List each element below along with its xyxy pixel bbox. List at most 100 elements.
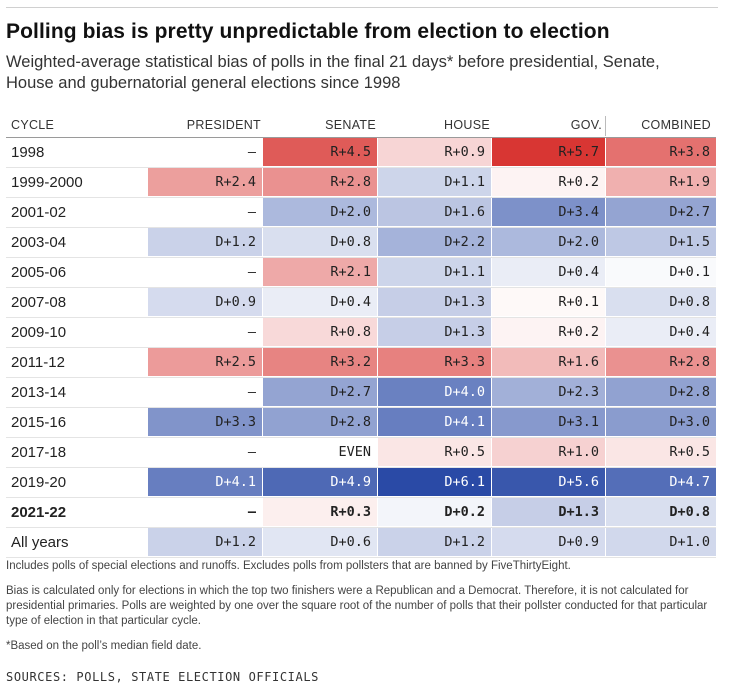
- row-cycle-label: 1998: [11, 144, 45, 161]
- cell-combined: D+2.8: [606, 378, 716, 406]
- header-senate: SENATE: [325, 118, 376, 132]
- table-row: 2021-22 – R+0.3 D+0.2 D+1.3 D+0.8: [6, 498, 716, 528]
- cell-gov: D+3.4: [492, 198, 605, 226]
- cell-senate: D+0.8: [263, 228, 377, 256]
- cell-president: –: [148, 498, 262, 526]
- header-gov: GOV.: [570, 118, 602, 132]
- cell-combined: D+0.4: [606, 318, 716, 346]
- header-combined: COMBINED: [641, 118, 711, 132]
- table-row: 2005-06 – R+2.1 D+1.1 D+0.4 D+0.1: [6, 258, 716, 288]
- cell-house: D+1.2: [378, 528, 491, 556]
- cell-gov: D+2.0: [492, 228, 605, 256]
- cell-combined: R+1.9: [606, 168, 716, 196]
- cell-gov: D+5.6: [492, 468, 605, 496]
- cell-senate: D+2.0: [263, 198, 377, 226]
- cell-president: R+2.4: [148, 168, 262, 196]
- cell-president: D+1.2: [148, 228, 262, 256]
- row-cycle-label: 2017-18: [11, 444, 67, 461]
- cell-combined: R+2.8: [606, 348, 716, 376]
- table-row: 2003-04 D+1.2 D+0.8 D+2.2 D+2.0 D+1.5: [6, 228, 716, 258]
- cell-president: –: [148, 198, 262, 226]
- table-row: 1999-2000 R+2.4 R+2.8 D+1.1 R+0.2 R+1.9: [6, 168, 716, 198]
- cell-gov: D+0.4: [492, 258, 605, 286]
- table-row: 2011-12 R+2.5 R+3.2 R+3.3 R+1.6 R+2.8: [6, 348, 716, 378]
- sources-line: SOURCES: POLLS, STATE ELECTION OFFICIALS: [6, 670, 319, 684]
- row-cycle-label: 2005-06: [11, 264, 67, 281]
- combined-divider: [605, 116, 606, 136]
- cell-gov: R+0.1: [492, 288, 605, 316]
- cell-president: –: [148, 138, 262, 166]
- row-cycle-label: 2009-10: [11, 324, 67, 341]
- cell-combined: R+0.5: [606, 438, 716, 466]
- cell-senate: D+4.9: [263, 468, 377, 496]
- table-row: 1998 – R+4.5 R+0.9 R+5.7 R+3.8: [6, 138, 716, 168]
- cell-senate: D+2.7: [263, 378, 377, 406]
- table-row: 2019-20 D+4.1 D+4.9 D+6.1 D+5.6 D+4.7: [6, 468, 716, 498]
- cell-combined: R+3.8: [606, 138, 716, 166]
- cell-gov: R+5.7: [492, 138, 605, 166]
- cell-president: D+4.1: [148, 468, 262, 496]
- cell-house: D+1.1: [378, 168, 491, 196]
- cell-senate: R+4.5: [263, 138, 377, 166]
- footnotes: Includes polls of special elections and …: [6, 559, 718, 664]
- cell-president: –: [148, 258, 262, 286]
- cell-house: D+2.2: [378, 228, 491, 256]
- cell-house: D+6.1: [378, 468, 491, 496]
- row-cycle-label: 2001-02: [11, 204, 67, 221]
- table-body: 1998– R+4.5 R+0.9 R+5.7 R+3.8 1999-2000 R+2.4 R…: [6, 138, 716, 558]
- row-cycle-label: 2013-14: [11, 384, 67, 401]
- cell-president: –: [148, 378, 262, 406]
- row-cycle-label: 2021-22: [11, 504, 67, 521]
- cell-house: R+0.9: [378, 138, 491, 166]
- cell-senate: EVEN: [263, 438, 377, 466]
- cell-combined: D+0.1: [606, 258, 716, 286]
- cell-president: D+3.3: [148, 408, 262, 436]
- table-row: 2015-16 D+3.3 D+2.8 D+4.1 D+3.1 D+3.0: [6, 408, 716, 438]
- footnote-method: Bias is calculated only for elections in…: [6, 585, 708, 627]
- cell-house: D+1.6: [378, 198, 491, 226]
- row-cycle-label: 2007-08: [11, 294, 67, 311]
- cell-senate: R+3.2: [263, 348, 377, 376]
- cell-gov: D+1.3: [492, 498, 605, 526]
- cell-president: –: [148, 318, 262, 346]
- cell-senate: D+0.4: [263, 288, 377, 316]
- cell-combined: D+0.8: [606, 498, 716, 526]
- row-cycle-label: 2015-16: [11, 414, 67, 431]
- cell-house: D+1.3: [378, 318, 491, 346]
- cell-senate: R+0.3: [263, 498, 377, 526]
- cell-combined: D+3.0: [606, 408, 716, 436]
- row-cycle-label: All years: [11, 534, 69, 551]
- row-cycle-label: 2003-04: [11, 234, 67, 251]
- header-president: PRESIDENT: [186, 118, 261, 132]
- cell-president: D+1.2: [148, 528, 262, 556]
- cell-house: D+4.1: [378, 408, 491, 436]
- cell-gov: R+1.6: [492, 348, 605, 376]
- cell-senate: R+2.8: [263, 168, 377, 196]
- cell-president: –: [148, 438, 262, 466]
- table-row: All years D+1.2 D+0.6 D+1.2 D+0.9 D+1.0: [6, 528, 716, 558]
- chart-subtitle: Weighted-average statistical bias of pol…: [6, 53, 660, 92]
- table-row: 2009-10 – R+0.8 D+1.3 R+0.2 D+0.4: [6, 318, 716, 348]
- cell-combined: D+1.0: [606, 528, 716, 556]
- bias-table: CYCLE PRESIDENT SENATE HOUSE GOV. COMBIN…: [6, 112, 716, 558]
- cell-gov: D+2.3: [492, 378, 605, 406]
- cell-president: D+0.9: [148, 288, 262, 316]
- cell-senate: R+0.8: [263, 318, 377, 346]
- row-cycle-label: 2019-20: [11, 474, 67, 491]
- cell-gov: D+3.1: [492, 408, 605, 436]
- table-row: 2017-18– EVEN R+0.5 R+1.0 R+0.5: [6, 438, 716, 468]
- cell-combined: D+1.5: [606, 228, 716, 256]
- cell-senate: R+2.1: [263, 258, 377, 286]
- table-row: 2007-08 D+0.9 D+0.4 D+1.3 R+0.1 D+0.8: [6, 288, 716, 318]
- cell-senate: D+0.6: [263, 528, 377, 556]
- cell-gov: R+0.2: [492, 318, 605, 346]
- row-cycle-label: 2011-12: [11, 354, 65, 371]
- cell-senate: D+2.8: [263, 408, 377, 436]
- cell-house: D+0.2: [378, 498, 491, 526]
- cell-house: R+0.5: [378, 438, 491, 466]
- footnote-date: *Based on the poll’s median field date.: [6, 640, 202, 652]
- cell-house: D+1.1: [378, 258, 491, 286]
- cell-gov: R+0.2: [492, 168, 605, 196]
- cell-combined: D+4.7: [606, 468, 716, 496]
- chart-title: Polling bias is pretty unpredictable fro…: [6, 20, 610, 43]
